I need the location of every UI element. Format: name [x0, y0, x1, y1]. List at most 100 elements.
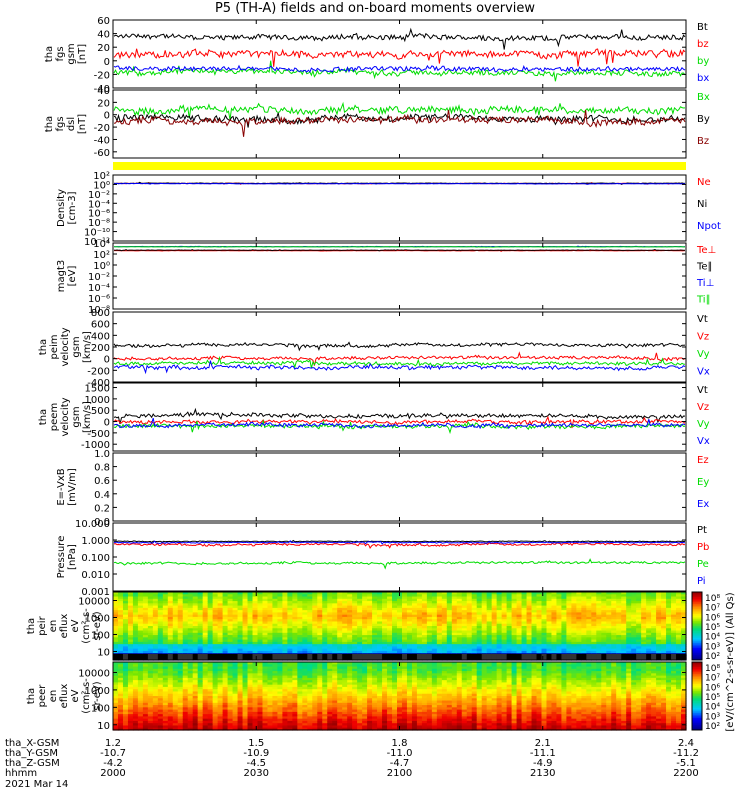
ylabel-line: tha — [38, 339, 49, 355]
x-row-label: tha_Y-GSM — [5, 748, 58, 759]
ylabel-peer_eflux: tha peer en eflux eV (cm²-s-sr-eV) — [26, 678, 103, 714]
legend-Vy: Vy — [697, 349, 710, 360]
legend-Pt: Pt — [697, 525, 707, 536]
colorbar-tick: 10³ — [705, 712, 720, 722]
ylabel-fgs_gsm: tha fgs gsm [nT] — [44, 43, 88, 64]
ylabel-line: velocity — [60, 397, 71, 436]
heatmap-peir_eflux — [113, 592, 687, 661]
series-density-Npot — [113, 182, 686, 185]
legend-Ne: Ne — [697, 177, 711, 188]
colorbar-peir — [691, 591, 703, 661]
y-tick-label: 0 — [104, 111, 110, 122]
x-tick-label: -4.7 — [390, 758, 410, 769]
legend-Te⊥: Te⊥ — [696, 245, 716, 256]
x-date: 2021 Mar 14 — [5, 779, 68, 790]
y-tick-label: 800 — [91, 308, 110, 319]
legend-Vt: Vt — [697, 314, 708, 325]
x-tick-label: -10.7 — [100, 748, 126, 759]
ylabel-line: velocity — [60, 327, 71, 366]
ylabel-temperature: magt3 [eV] — [56, 260, 78, 293]
ylabel-line: (cm²-s- — [81, 608, 92, 644]
y-tick-label: 10⁻⁸ — [88, 305, 110, 316]
colorbar-tick: 10⁶ — [705, 613, 720, 623]
ylabel-density: Density [cm-3] — [56, 189, 78, 227]
ylabel-line: eV — [70, 689, 81, 702]
legend-Vz: Vz — [697, 402, 709, 413]
ylabel-efield: E=-VxB [mV/m] — [56, 468, 78, 506]
panel-frame-temperature — [112, 242, 687, 310]
legend-Npot: Npot — [697, 221, 721, 232]
legend-Bt: Bt — [697, 22, 708, 33]
panel-frame-pressure — [112, 522, 687, 592]
colorbar-tick: 10² — [705, 722, 720, 732]
legend-bz: bz — [697, 39, 709, 50]
ylabel-line: fgs — [55, 46, 66, 61]
colorbar-tick: 10⁷ — [705, 674, 720, 684]
colorbar-tick: 10⁸ — [705, 594, 720, 604]
ylabel-line: eflux — [59, 614, 70, 639]
y-tick-label: 400 — [91, 331, 110, 342]
y-tick-label: -60 — [94, 148, 110, 159]
ylabel-line: magt3 — [56, 260, 67, 293]
y-tick-label: 0.0 — [94, 517, 110, 528]
ylabel-line: tha — [38, 409, 49, 425]
x-tick-label: -4.2 — [103, 758, 123, 769]
y-tick-label: 10.000 — [75, 519, 110, 530]
series-fgs_gsm-bz — [113, 48, 686, 67]
y-tick-label: 10 — [97, 648, 110, 659]
y-tick-label: 10² — [93, 250, 110, 261]
y-tick-label: -400 — [87, 378, 110, 389]
ylabel-line: [nT] — [77, 114, 88, 134]
x-tick-label: 1.2 — [105, 738, 121, 749]
colorbar-tick: 10⁵ — [705, 623, 720, 633]
y-tick-label: 0 — [104, 57, 110, 68]
colorbar-tick: 10⁵ — [705, 693, 720, 703]
y-tick-label: 10000 — [78, 668, 110, 679]
x-tick-label: -11.1 — [530, 748, 556, 759]
colorbar-peer — [691, 661, 703, 731]
x-tick-label: -11.0 — [387, 748, 413, 759]
ylabel-fgs_dsl: tha fgs dsl [nT] — [44, 114, 88, 134]
y-tick-label: 10⁰ — [93, 180, 110, 191]
legend-Vt: Vt — [697, 385, 708, 396]
y-tick-label: -20 — [94, 123, 110, 134]
legend-Bz: Bz — [697, 136, 709, 147]
y-tick-label: -1000 — [81, 440, 110, 451]
legend-by: by — [697, 56, 709, 67]
series-temperature-Te∥ — [113, 248, 686, 252]
y-tick-label: 0.8 — [94, 463, 110, 474]
legend-Vx: Vx — [697, 436, 710, 447]
legend-Ez: Ez — [697, 455, 709, 466]
y-tick-label: 1.0 — [94, 449, 110, 460]
ylabel-line: sr-eV) — [92, 681, 103, 710]
y-tick-label: 10⁻¹⁰ — [84, 228, 110, 239]
x-tick-label: 1.8 — [392, 738, 408, 749]
ylabel-line: gsm — [71, 406, 82, 427]
ylabel-line: eflux — [59, 684, 70, 709]
series-peim_velocity-Vt — [113, 341, 686, 352]
y-tick-label: 40 — [97, 30, 110, 41]
y-tick-label: 600 — [91, 320, 110, 331]
colorbar-tick: 10⁷ — [705, 604, 720, 614]
x-tick-label: -11.2 — [673, 748, 699, 759]
ylabel-line: tha — [26, 618, 37, 634]
legend-Vz: Vz — [697, 332, 709, 343]
y-tick-label: 0.2 — [94, 503, 110, 514]
legend-Pi: Pi — [697, 576, 706, 587]
ylabel-line: sr-eV) — [92, 611, 103, 640]
legend-Pe: Pe — [697, 559, 709, 570]
ylabel-line: peer — [37, 684, 48, 708]
series-fgs_dsl-Bx — [113, 101, 686, 120]
ylabel-line: [eV] — [67, 266, 78, 287]
y-tick-label: -20 — [94, 70, 110, 81]
y-tick-label: 1000 — [85, 614, 110, 625]
x-tick-label: 2000 — [100, 768, 125, 779]
legend-Ti∥: Ti∥ — [696, 295, 711, 306]
ylabel-line: [nT] — [77, 44, 88, 64]
y-tick-label: 10⁻⁴ — [88, 199, 110, 210]
series-fgs_gsm-bx — [113, 64, 686, 73]
x-tick-label: 1.5 — [248, 738, 264, 749]
y-tick-label: 0.6 — [94, 476, 110, 487]
colorbar-tick: 10⁶ — [705, 683, 720, 693]
